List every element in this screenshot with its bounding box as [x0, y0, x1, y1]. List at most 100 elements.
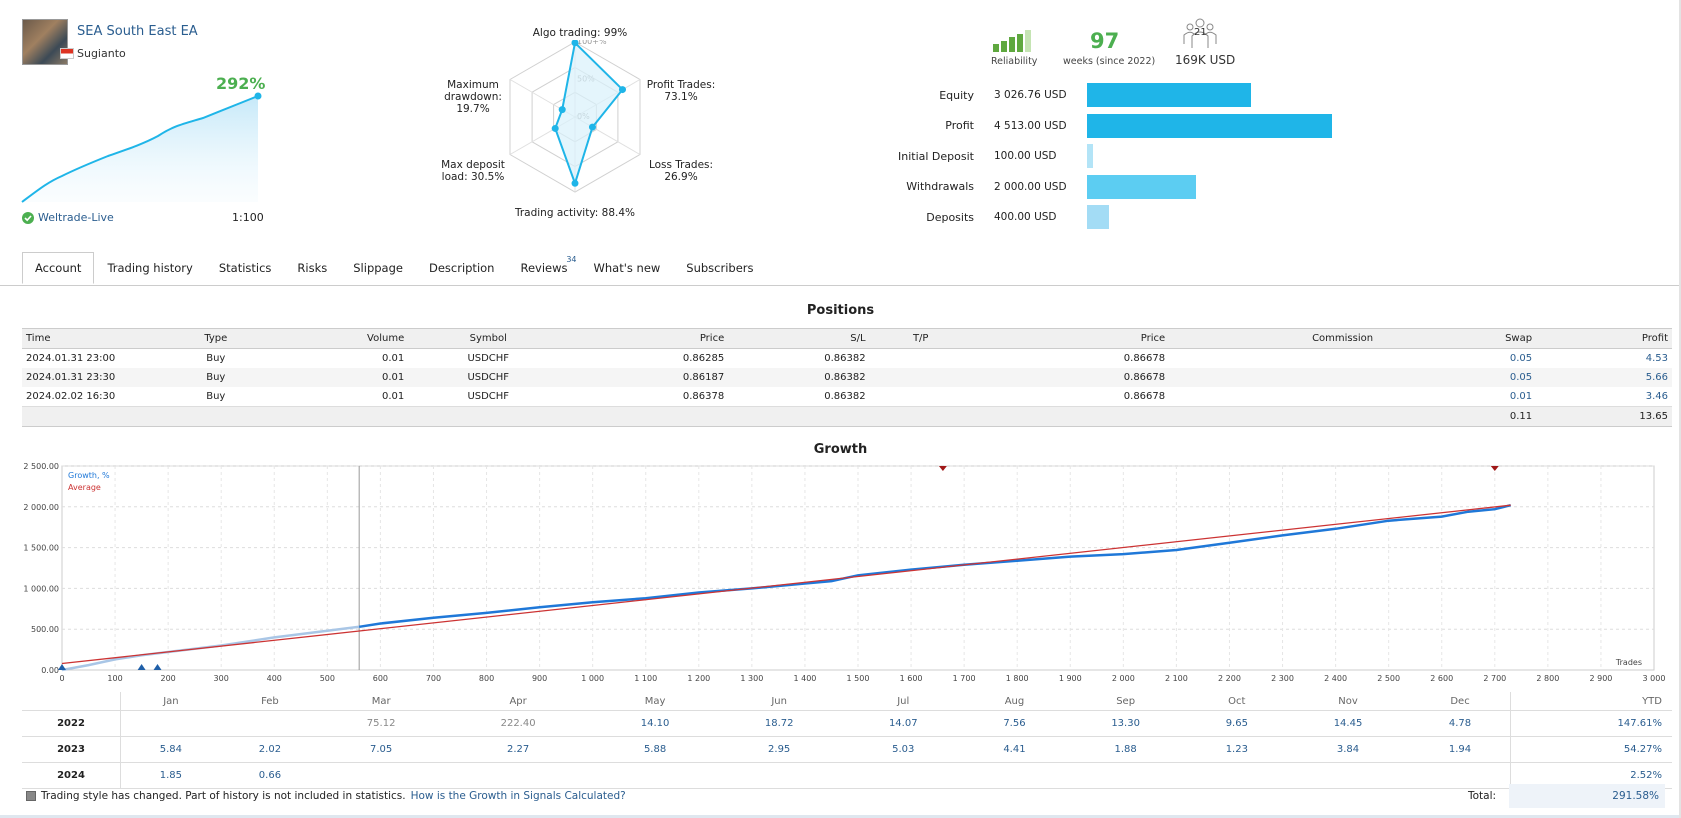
signal-avatar[interactable] — [22, 19, 68, 65]
radar-point-deposit — [551, 124, 559, 132]
monthly-col-header: Sep — [1063, 692, 1188, 711]
tab-account[interactable]: Account — [22, 252, 95, 284]
positions-col-tp[interactable]: T/P — [869, 328, 972, 349]
chart-y-tick: 2 500.00 — [23, 462, 59, 471]
signal-name-link[interactable]: SEA South East EA — [77, 24, 198, 39]
positions-col-sl[interactable]: S/L — [728, 328, 870, 349]
positions-col-symbol[interactable]: Symbol — [408, 328, 569, 349]
chart-x-tick: 2 400 — [1324, 674, 1347, 683]
reliability-label: Reliability — [991, 56, 1038, 67]
footer-note-text: Trading style has changed. Part of histo… — [41, 790, 406, 802]
stat-row-withdrawals: Withdrawals 2 000.00 USD — [834, 174, 1354, 199]
position-row[interactable]: 2024.01.31 23:00 Buy 0.01 USDCHF 0.86285 0.86… — [22, 349, 1672, 369]
tab-description[interactable]: Description — [416, 252, 508, 284]
tab-reviews[interactable]: Reviews 34 — [507, 252, 580, 284]
positions-col-type[interactable]: Type — [145, 328, 286, 349]
chart-x-tick: 1 700 — [953, 674, 976, 683]
author-name[interactable]: Sugianto — [77, 47, 126, 60]
monthly-col-header: Aug — [965, 692, 1064, 711]
event-marker-icon[interactable] — [938, 466, 947, 471]
monthly-value: 18.72 — [717, 710, 842, 737]
position-cell — [870, 349, 972, 369]
tab-risks[interactable]: Risks — [284, 252, 340, 284]
chart-x-tick: 2 700 — [1483, 674, 1506, 683]
chart-x-tick: 2 800 — [1536, 674, 1559, 683]
monthly-value: 2.02 — [220, 736, 320, 763]
tab-trading-history[interactable]: Trading history — [94, 252, 205, 284]
event-marker-icon[interactable] — [58, 664, 66, 670]
stat-row-deposits: Deposits 400.00 USD — [834, 205, 1354, 229]
positions-total-cell: 0.11 — [1377, 406, 1537, 427]
positions-table: Time Type Volume Symbol Price S/L T/P Price Comm… — [22, 328, 1672, 427]
growth-title: Growth — [813, 442, 868, 457]
stat-label: Deposits — [926, 210, 974, 224]
monthly-col-header: Oct — [1187, 692, 1286, 711]
positions-total-cell — [869, 406, 972, 427]
footer-note: Trading style has changed. Part of histo… — [26, 790, 626, 802]
chart-x-tick: 1 500 — [847, 674, 870, 683]
tab-slippage[interactable]: Slippage — [340, 252, 416, 284]
position-cell — [1169, 387, 1377, 407]
position-cell: USDCHF — [467, 391, 510, 402]
position-cell: 0.01 — [381, 353, 405, 364]
monthly-value: 14.07 — [841, 710, 966, 737]
growth-calc-link[interactable]: How is the Growth in Signals Calculated? — [410, 790, 626, 802]
tab-subscribers[interactable]: Subscribers — [673, 252, 766, 284]
positions-total-cell — [408, 406, 569, 427]
sparkline-area — [22, 96, 258, 202]
chart-x-tick: 600 — [373, 674, 388, 683]
event-marker-icon[interactable] — [1490, 466, 1499, 471]
monthly-value: 2.27 — [443, 736, 594, 763]
position-cell: 0.86378 — [682, 391, 725, 402]
radar-label-profit-trades: Profit Trades: 73.1% — [646, 79, 716, 103]
monthly-value — [319, 762, 444, 789]
chart-y-tick: 500.00 — [31, 625, 59, 634]
event-marker-icon[interactable] — [153, 664, 162, 670]
stat-row-initial-deposit: Initial Deposit 100.00 USD — [834, 144, 1354, 168]
chart-x-tick: 2 200 — [1218, 674, 1241, 683]
event-marker-icon[interactable] — [137, 664, 146, 670]
positions-col-volume[interactable]: Volume — [285, 328, 409, 349]
stat-bar — [1087, 83, 1252, 107]
positions-total-cell — [22, 406, 146, 427]
stat-value: 100.00 USD — [994, 150, 1057, 162]
positions-col-time[interactable]: Time — [22, 328, 146, 349]
monthly-value: 7.05 — [319, 736, 444, 763]
chart-x-tick: 2 900 — [1589, 674, 1612, 683]
monthly-value: 5.03 — [841, 736, 966, 763]
chart-x-tick: 1 800 — [1006, 674, 1029, 683]
monthly-col-header: Dec — [1410, 692, 1511, 711]
tab-statistics[interactable]: Statistics — [206, 252, 285, 284]
positions-col-price[interactable]: Price — [568, 328, 729, 349]
stat-bar — [1087, 113, 1332, 138]
position-cell — [1169, 368, 1378, 387]
chart-x-tick: 1 300 — [740, 674, 763, 683]
positions-col-profit[interactable]: Profit — [1536, 328, 1672, 349]
position-cell — [1169, 349, 1377, 369]
broker-name: Weltrade-Live — [38, 211, 114, 224]
monthly-value: 4.78 — [1410, 710, 1511, 737]
chart-y-tick: 2 000.00 — [23, 503, 59, 512]
chart-x-tick: 700 — [426, 674, 441, 683]
position-row[interactable]: 2024.02.02 16:30 Buy 0.01 USDCHF 0.86378 0.86… — [22, 387, 1672, 407]
chart-x-tick: 900 — [532, 674, 547, 683]
stat-bar — [1087, 144, 1093, 168]
tab-what-s-new[interactable]: What's new — [581, 252, 674, 284]
position-row[interactable]: 2024.01.31 23:30 Buy 0.01 USDCHF 0.86187 0.86… — [22, 368, 1672, 387]
broker-link[interactable]: Weltrade-Live — [22, 211, 114, 224]
positions-header-row: Time Type Volume Symbol Price S/L T/P Price Comm… — [22, 328, 1672, 349]
tab-label: What's new — [593, 261, 661, 275]
verified-check-icon — [22, 211, 34, 224]
scrollbar-track[interactable] — [1679, 0, 1681, 818]
positions-col-swap[interactable]: Swap — [1377, 328, 1537, 349]
monthly-ytd: 147.61% — [1510, 710, 1672, 737]
position-cell: 2024.01.31 23:30 — [22, 368, 146, 387]
positions-col-price[interactable]: Price — [971, 328, 1170, 349]
monthly-col-header: Jul — [841, 692, 966, 711]
positions-total-cell — [728, 406, 870, 427]
chart-x-tick: 2 100 — [1165, 674, 1188, 683]
tab-label: Statistics — [218, 261, 272, 275]
positions-col-commission[interactable]: Commission — [1169, 328, 1378, 349]
monthly-value: 7.56 — [965, 710, 1064, 737]
growth-series-line — [359, 503, 1512, 629]
